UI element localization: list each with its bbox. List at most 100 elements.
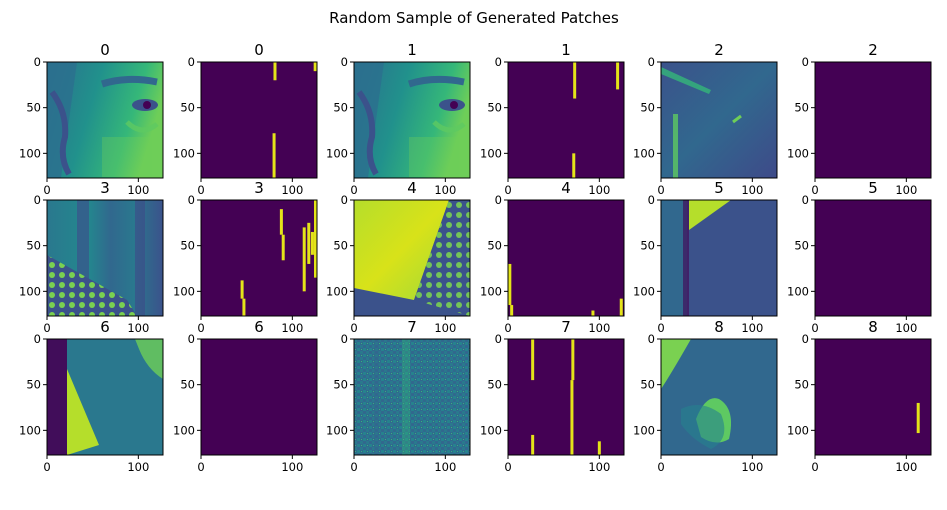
y-tick-label: 100 — [633, 284, 655, 298]
x-tick-label: 100 — [281, 183, 303, 197]
y-tick-label: 100 — [787, 284, 809, 298]
mask-line-1 — [313, 62, 317, 72]
mask-background — [508, 200, 624, 316]
x-tick-label: 100 — [434, 183, 456, 197]
x-tick-label: 0 — [504, 321, 511, 335]
x-tick-label: 0 — [197, 183, 204, 197]
y-tick-label: 0 — [648, 332, 655, 346]
panel-title: 7 — [407, 318, 417, 336]
x-tick-label: 100 — [434, 321, 456, 335]
y-tick-label: 50 — [640, 101, 655, 115]
x-tick-label: 0 — [197, 321, 204, 335]
mask-background — [201, 200, 317, 316]
y-tick-label: 50 — [26, 101, 41, 115]
panel-2-5: 8 0 100 0 50 100 — [787, 318, 932, 474]
y-tick-label: 0 — [188, 55, 195, 69]
y-tick-label: 0 — [648, 55, 655, 69]
axes-frame — [814, 61, 932, 179]
y-tick-label: 0 — [34, 193, 41, 207]
panel-1-1: 3 0 100 0 50 100 — [173, 179, 318, 335]
x-tick-label: 0 — [811, 460, 818, 474]
mask-line-2 — [571, 339, 575, 381]
x-tick-label: 100 — [895, 460, 917, 474]
x-tick-label: 100 — [588, 321, 610, 335]
x-tick-label: 100 — [588, 183, 610, 197]
y-tick-label: 50 — [640, 378, 655, 392]
y-tick-label: 0 — [495, 193, 502, 207]
mask-line-0 — [531, 339, 535, 381]
y-tick-label: 50 — [640, 239, 655, 253]
y-tick-label: 0 — [802, 332, 809, 346]
mask-background — [815, 200, 931, 316]
axes-frame — [814, 199, 932, 317]
panel-title: 6 — [100, 318, 110, 336]
y-tick-label: 100 — [173, 284, 195, 298]
panel-title: 5 — [714, 179, 724, 197]
y-tick-label: 50 — [794, 239, 809, 253]
y-tick-label: 100 — [480, 284, 502, 298]
y-tick-label: 0 — [648, 193, 655, 207]
y-tick-label: 50 — [180, 101, 195, 115]
x-tick-label: 0 — [43, 183, 50, 197]
panel-0-5: 2 0 100 0 50 100 — [787, 41, 932, 197]
panel-0-2: 1 0 100 0 50 100 — [326, 41, 471, 197]
axes-frame — [507, 61, 625, 179]
panel-0-3: 1 0 100 0 50 100 — [480, 41, 625, 197]
y-tick-label: 100 — [326, 284, 348, 298]
mask-line-2 — [591, 310, 595, 316]
axes-frame — [46, 61, 164, 179]
x-tick-label: 0 — [43, 460, 50, 474]
mask-background — [201, 339, 317, 455]
panel-title: 1 — [407, 41, 417, 59]
mask-line-0 — [573, 62, 577, 99]
x-tick-label: 0 — [350, 321, 357, 335]
mask-line-4 — [597, 441, 601, 455]
mask-background — [508, 62, 624, 178]
x-tick-label: 0 — [350, 183, 357, 197]
panel-1-3: 4 0 100 0 50 100 — [480, 179, 625, 335]
mask-line-1 — [531, 434, 535, 455]
patch-image — [661, 62, 777, 178]
patch-image — [47, 339, 163, 455]
x-tick-label: 0 — [811, 183, 818, 197]
y-tick-label: 100 — [787, 423, 809, 437]
y-tick-label: 0 — [495, 55, 502, 69]
patch-image — [354, 339, 470, 455]
y-tick-label: 100 — [326, 423, 348, 437]
y-tick-label: 100 — [19, 423, 41, 437]
x-tick-label: 100 — [588, 460, 610, 474]
y-tick-label: 0 — [188, 332, 195, 346]
mask-line-4 — [310, 231, 314, 255]
mask-background — [815, 62, 931, 178]
mask-line-3 — [619, 298, 623, 316]
panel-title: 2 — [868, 41, 878, 59]
panel-title: 8 — [714, 318, 724, 336]
y-tick-label: 50 — [26, 239, 41, 253]
y-tick-label: 0 — [341, 193, 348, 207]
y-tick-label: 0 — [341, 332, 348, 346]
axes-frame — [660, 199, 778, 317]
y-tick-label: 0 — [495, 332, 502, 346]
panel-title: 6 — [254, 318, 264, 336]
axes-frame — [200, 199, 318, 317]
patch-image — [661, 200, 777, 316]
panel-2-3: 7 0 100 0 50 100 — [480, 318, 625, 474]
y-tick-label: 100 — [173, 423, 195, 437]
mask-background — [508, 339, 624, 455]
mask-line-0 — [508, 263, 512, 306]
mask-background — [201, 62, 317, 178]
x-tick-label: 0 — [43, 321, 50, 335]
mask-line-5 — [314, 200, 317, 278]
y-tick-label: 0 — [34, 332, 41, 346]
y-tick-label: 0 — [341, 55, 348, 69]
x-tick-label: 0 — [504, 183, 511, 197]
x-tick-label: 0 — [197, 460, 204, 474]
patch-image — [354, 62, 470, 178]
panel-2-4: 8 0 100 0 50 100 — [633, 318, 778, 474]
axes-frame — [660, 61, 778, 179]
x-tick-label: 100 — [127, 460, 149, 474]
panel-0-0: 0 0 100 0 50 100 — [19, 41, 164, 197]
